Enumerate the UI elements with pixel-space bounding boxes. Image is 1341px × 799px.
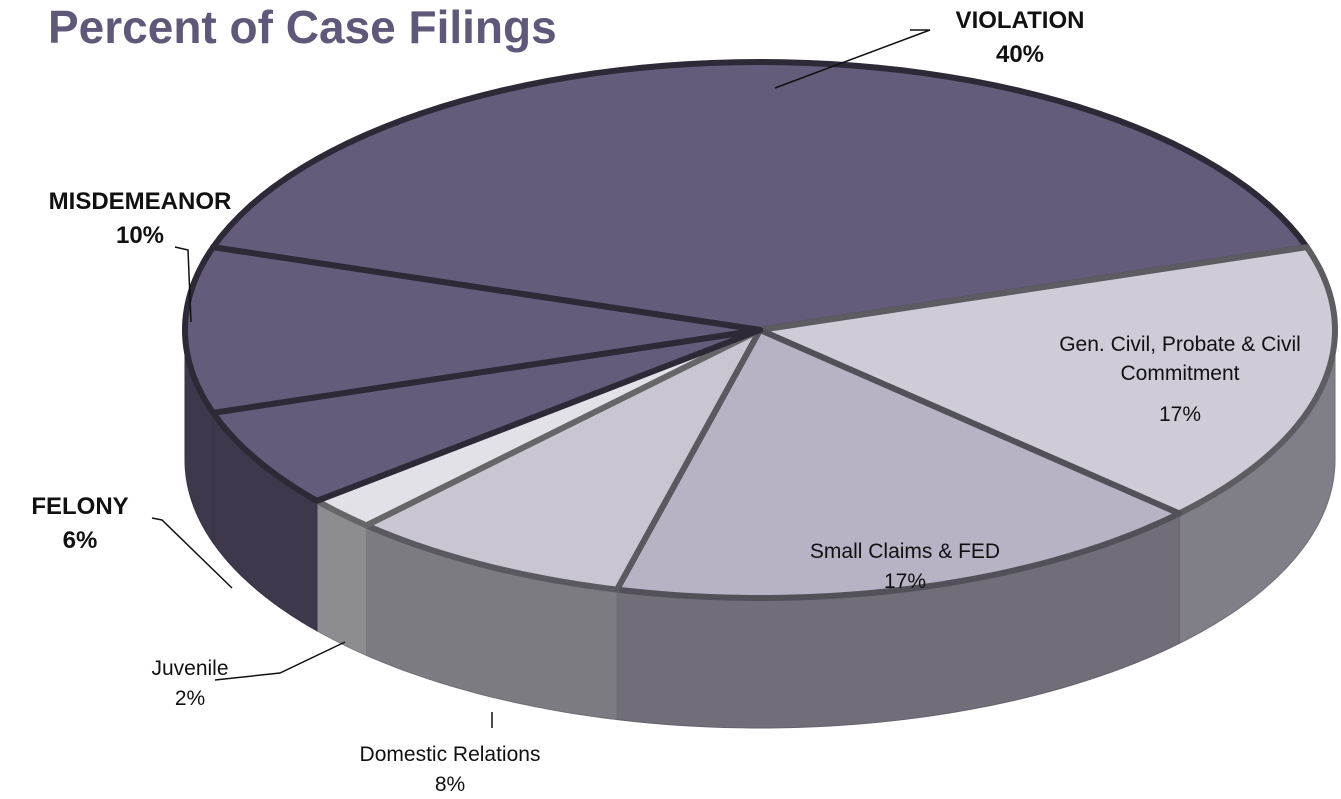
leader-line [774,29,931,89]
slice-value-label: 40% [995,41,1045,68]
slice [614,327,1183,601]
slice-label: VIOLATION [955,7,1085,34]
slice-label: MISDEMEANOR [48,188,232,215]
leader-line [174,246,192,323]
slice-value-label: 17% [883,570,927,593]
slice-label: FELONY [31,493,129,520]
slice-value-label: 17% [1158,403,1202,426]
slice [757,244,1338,517]
slice-value-label: 2% [174,687,206,710]
slice-label: Gen. Civil, Probate & Civil Commitment [1059,333,1301,386]
slice-label: Domestic Relations [359,743,541,766]
slice-label: Small Claims & FED [809,540,1001,563]
slice-value-label: 10% [115,222,165,249]
slice [363,327,763,593]
slice-value-label: 6% [62,527,98,554]
slice [210,327,763,504]
slice [210,59,1310,333]
slice [313,327,763,529]
slice-label: Juvenile [151,657,229,680]
slice-value-label: 8% [434,773,466,796]
slice [182,244,763,416]
leader-line [151,517,233,589]
leader-line [214,641,346,681]
chart-title: Percent of Case Filings [48,1,557,53]
